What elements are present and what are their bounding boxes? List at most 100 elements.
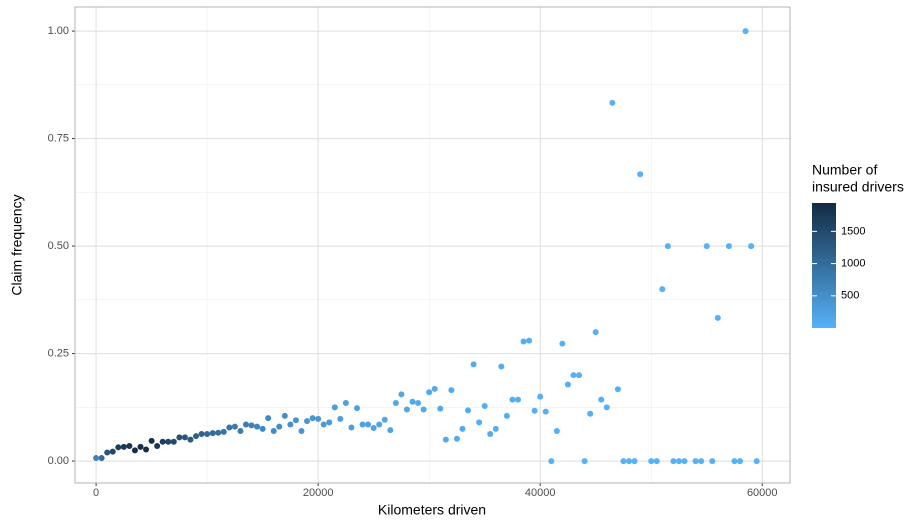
point bbox=[176, 434, 183, 441]
point bbox=[609, 99, 616, 106]
legend-title: Number of bbox=[812, 162, 877, 178]
point bbox=[614, 386, 621, 393]
point bbox=[476, 419, 483, 426]
point bbox=[93, 455, 100, 462]
point bbox=[675, 458, 682, 465]
point bbox=[215, 429, 222, 436]
point bbox=[265, 415, 272, 422]
point bbox=[603, 404, 610, 411]
point bbox=[648, 458, 655, 465]
point bbox=[420, 406, 427, 413]
point bbox=[209, 430, 216, 437]
point bbox=[126, 443, 133, 450]
point bbox=[109, 448, 116, 455]
point bbox=[242, 421, 249, 428]
point bbox=[320, 421, 327, 428]
point bbox=[631, 458, 638, 465]
x-tick-label: 60000 bbox=[747, 487, 778, 499]
point bbox=[509, 396, 516, 403]
x-tick-label: 20000 bbox=[303, 487, 334, 499]
point bbox=[376, 421, 383, 428]
point bbox=[481, 403, 488, 410]
point bbox=[659, 286, 666, 293]
colorbar-label: 1500 bbox=[841, 225, 865, 237]
point bbox=[664, 243, 671, 250]
point bbox=[492, 425, 499, 432]
point bbox=[348, 424, 355, 431]
y-tick-label: 0.25 bbox=[48, 347, 69, 359]
y-tick-label: 0.50 bbox=[48, 240, 69, 252]
point bbox=[526, 337, 533, 344]
point bbox=[98, 455, 105, 462]
point bbox=[237, 427, 244, 434]
point bbox=[120, 443, 127, 450]
point bbox=[637, 171, 644, 178]
point bbox=[570, 372, 577, 379]
point bbox=[370, 424, 377, 431]
point bbox=[670, 458, 677, 465]
point bbox=[448, 387, 455, 394]
point bbox=[165, 438, 172, 445]
point bbox=[559, 340, 566, 347]
point bbox=[453, 435, 460, 442]
point bbox=[587, 410, 594, 417]
point bbox=[653, 458, 660, 465]
point bbox=[187, 436, 194, 443]
point bbox=[698, 458, 705, 465]
point bbox=[220, 428, 227, 435]
point bbox=[170, 438, 177, 445]
y-tick-label: 1.00 bbox=[48, 25, 69, 37]
point bbox=[742, 28, 749, 35]
point bbox=[415, 400, 422, 407]
point bbox=[131, 447, 138, 454]
point bbox=[287, 421, 294, 428]
point bbox=[381, 416, 388, 423]
point bbox=[626, 458, 633, 465]
point bbox=[365, 421, 372, 428]
point bbox=[592, 329, 599, 336]
point bbox=[143, 446, 150, 453]
point bbox=[181, 434, 188, 441]
legend-title: insured drivers bbox=[812, 179, 904, 195]
point bbox=[359, 421, 366, 428]
point bbox=[620, 458, 627, 465]
point bbox=[465, 407, 472, 414]
point bbox=[231, 423, 238, 430]
point bbox=[342, 400, 349, 407]
point bbox=[354, 405, 361, 412]
point bbox=[714, 314, 721, 321]
point bbox=[270, 427, 277, 434]
panel-border bbox=[74, 6, 791, 484]
point bbox=[542, 408, 549, 415]
point bbox=[226, 424, 233, 431]
point bbox=[104, 449, 111, 456]
point bbox=[115, 444, 122, 451]
point bbox=[281, 412, 288, 419]
point bbox=[531, 407, 538, 414]
point bbox=[703, 243, 710, 250]
point bbox=[426, 389, 433, 396]
point bbox=[154, 443, 161, 450]
point bbox=[692, 458, 699, 465]
y-tick-label: 0.75 bbox=[48, 132, 69, 144]
colorbar-label: 1000 bbox=[841, 258, 865, 270]
point bbox=[193, 433, 200, 440]
point bbox=[731, 458, 738, 465]
point bbox=[681, 458, 688, 465]
point bbox=[537, 393, 544, 400]
point bbox=[315, 415, 322, 422]
point bbox=[304, 418, 311, 425]
point bbox=[159, 438, 166, 445]
point bbox=[748, 243, 755, 250]
colorbar-label: 500 bbox=[841, 290, 859, 302]
point bbox=[470, 361, 477, 368]
point bbox=[309, 415, 316, 422]
point bbox=[198, 430, 205, 437]
colorbar bbox=[812, 203, 836, 328]
point bbox=[409, 398, 416, 405]
point bbox=[753, 458, 760, 465]
point bbox=[387, 427, 394, 434]
point bbox=[298, 427, 305, 434]
point bbox=[498, 363, 505, 370]
